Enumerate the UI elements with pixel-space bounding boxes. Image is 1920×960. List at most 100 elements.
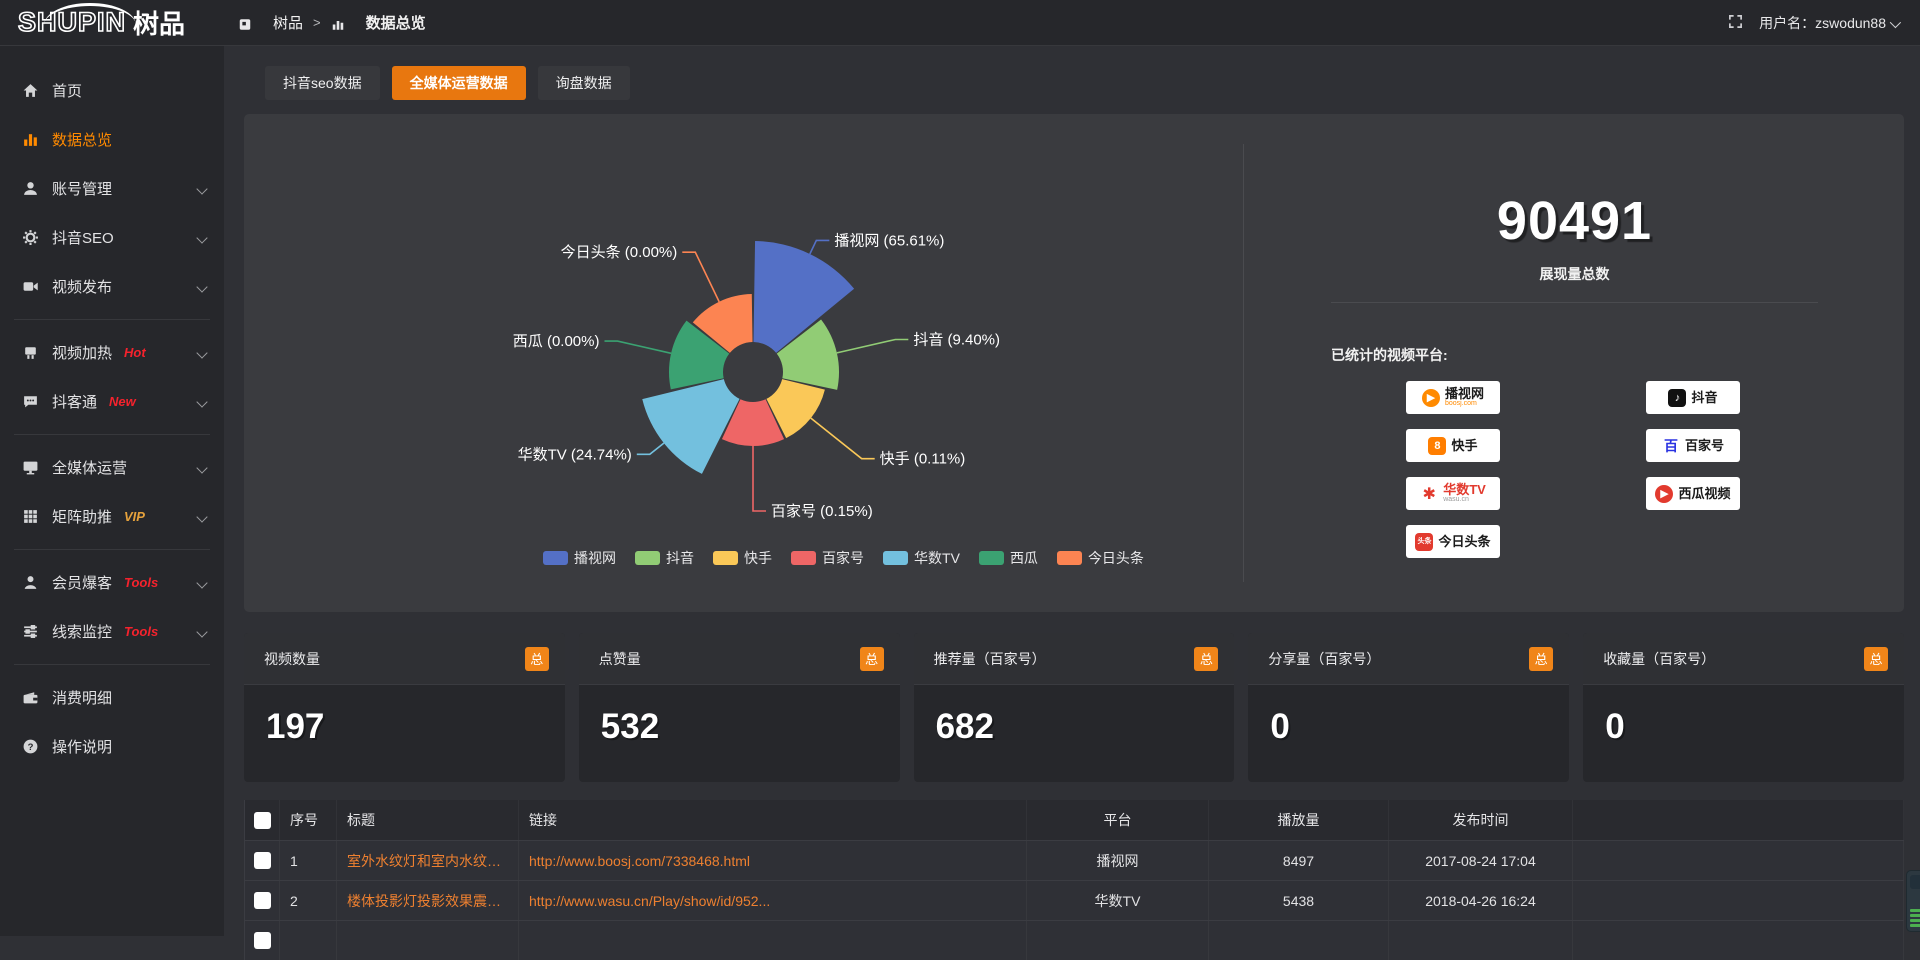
kuaishou-icon: 8 — [1428, 437, 1446, 455]
video-title-link[interactable]: 室外水纹灯和室内水纹灯的区别和简介 — [347, 851, 508, 871]
green-bar — [1910, 914, 1920, 917]
rose-chart[interactable]: 播视网 (65.61%)抖音 (9.40%)快手 (0.11%)百家号 (0.1… — [244, 114, 1243, 612]
xigua-play-icon: ▶ — [1655, 485, 1673, 503]
tab-media-operation-data[interactable]: 全媒体运营数据 — [392, 66, 526, 100]
col-index: 序号 — [280, 800, 337, 840]
col-platform: 平台 — [1027, 800, 1209, 840]
col-plays: 播放量 — [1209, 800, 1389, 840]
legend-item-1[interactable]: 播视网 — [543, 548, 616, 568]
pie-label-line — [837, 340, 908, 353]
tab-inquiry-data[interactable]: 询盘数据 — [538, 66, 630, 100]
legend-item-2[interactable]: 抖音 — [635, 548, 694, 568]
breadcrumb-separator: > — [313, 15, 321, 30]
sidebar-item-video-publish[interactable]: 视频发布 — [0, 262, 224, 311]
tab-douyin-seo-data[interactable]: 抖音seo数据 — [265, 66, 380, 100]
pie-label-line — [682, 252, 719, 302]
toutiao-icon: 头条 — [1415, 533, 1433, 551]
svg-text:?: ? — [28, 742, 34, 753]
stat-cards: 视频数量 总 197 点赞量 总 532 推荐量（百家号） 总 682 分享量（… — [244, 633, 1904, 782]
sidebar-item-account[interactable]: 账号管理 — [0, 164, 224, 213]
sidebar-item-doukeTong[interactable]: 抖客通 New — [0, 377, 224, 426]
total-impressions-label: 展现量总数 — [1331, 264, 1818, 284]
summary-divider — [1331, 302, 1818, 303]
sidebar-item-douyin-seo[interactable]: 抖音SEO — [0, 213, 224, 262]
card-value: 682 — [914, 685, 1235, 747]
chevron-down-icon — [196, 281, 207, 292]
sidebar-item-media-operation[interactable]: 全媒体运营 — [0, 443, 224, 492]
legend-label: 播视网 — [574, 548, 616, 568]
platform-name: 西瓜视频 — [1678, 487, 1730, 500]
douyin-note-icon: ♪ — [1668, 389, 1686, 407]
summary-panel: 90491 展现量总数 已统计的视频平台: ▶ 播视网 boosj.com ♪ … — [1244, 114, 1904, 612]
video-url-link[interactable]: http://www.wasu.cn/Play/show/id/952... — [529, 893, 770, 909]
pie-label-line — [753, 446, 766, 511]
chevron-down-icon — [196, 183, 207, 194]
grid-icon — [22, 508, 39, 525]
sidebar-item-label: 账号管理 — [52, 178, 112, 199]
row-checkbox[interactable] — [254, 932, 271, 949]
sidebar-item-label: 会员爆客 — [52, 572, 112, 593]
row-checkbox[interactable] — [254, 892, 271, 909]
pie-label: 抖音 (9.40%) — [913, 332, 1000, 349]
pie-label: 华数TV (24.74%) — [518, 446, 632, 463]
legend-swatch — [713, 551, 738, 565]
card-value: 0 — [1248, 685, 1569, 747]
sidebar-item-matrix-boost[interactable]: 矩阵助推 VIP — [0, 492, 224, 541]
username-menu[interactable]: 用户名：zswodun88 — [1759, 13, 1898, 33]
sidebar-item-home[interactable]: 首页 — [0, 66, 224, 115]
video-title-link[interactable]: 楼体投影灯投影效果震撼上市 — [347, 891, 508, 911]
chevron-down-icon — [196, 396, 207, 407]
platform-badges: ▶ 播视网 boosj.com ♪ 抖音 8 快手 百 百家号 — [1406, 381, 1904, 558]
table-row: 1 室外水纹灯和室内水纹灯的区别和简介 http://www.boosj.com… — [245, 840, 1904, 880]
legend-item-7[interactable]: 今日头条 — [1057, 548, 1144, 568]
total-impressions-value: 90491 — [1331, 190, 1818, 252]
select-all-checkbox[interactable] — [254, 812, 271, 829]
sidebar-item-data-overview[interactable]: 数据总览 — [0, 115, 224, 164]
sidebar-item-video-heat[interactable]: 视频加热 Hot — [0, 328, 224, 377]
stat-card-recommendations: 推荐量（百家号） 总 682 — [914, 633, 1235, 782]
legend-label: 抖音 — [666, 548, 694, 568]
sidebar-item-member-burst[interactable]: 会员爆客 Tools — [0, 558, 224, 607]
fullscreen-icon[interactable] — [1728, 14, 1743, 32]
legend-item-6[interactable]: 西瓜 — [979, 548, 1038, 568]
sidebar-divider — [14, 549, 210, 550]
legend-item-4[interactable]: 百家号 — [791, 548, 864, 568]
legend-swatch — [543, 551, 568, 565]
sidebar-item-label: 全媒体运营 — [52, 457, 127, 478]
sidebar-item-consumption[interactable]: 消费明细 — [0, 673, 224, 722]
vip-badge: VIP — [124, 509, 145, 524]
row-checkbox[interactable] — [254, 852, 271, 869]
floating-widget[interactable] — [1906, 870, 1920, 932]
video-url-link[interactable]: http://www.boosj.com/7338468.html — [529, 853, 750, 869]
cell-publish-time: 2018-04-26 16:24 — [1389, 881, 1573, 920]
data-tabs: 抖音seo数据 全媒体运营数据 询盘数据 — [265, 66, 1904, 100]
platform-sub: wasu.cn — [1443, 496, 1469, 504]
chevron-down-icon — [1890, 16, 1901, 27]
card-value: 0 — [1583, 685, 1904, 747]
platform-badge-kuaishou: 8 快手 — [1406, 429, 1500, 462]
pie-slice-5[interactable] — [642, 379, 739, 474]
col-title: 标题 — [337, 800, 519, 840]
platform-name: 抖音 — [1691, 391, 1717, 404]
sidebar-divider — [14, 319, 210, 320]
platform-badge-baijiahao: 百 百家号 — [1646, 429, 1740, 462]
sidebar-item-instructions[interactable]: ? 操作说明 — [0, 722, 224, 771]
sidebar-item-label: 首页 — [52, 80, 82, 101]
sidebar-item-label: 视频发布 — [52, 276, 112, 297]
legend-swatch — [883, 551, 908, 565]
pie-label: 快手 (0.11%) — [880, 451, 966, 468]
card-title: 视频数量 — [264, 649, 320, 669]
sidebar-divider — [14, 664, 210, 665]
legend-item-3[interactable]: 快手 — [713, 548, 772, 568]
breadcrumb-current[interactable]: 数据总览 — [366, 12, 426, 33]
cell-index: 2 — [280, 881, 337, 920]
breadcrumb-root[interactable]: 树品 — [273, 12, 303, 33]
cell-plays: 8497 — [1209, 841, 1389, 880]
sidebar-item-clue-monitor[interactable]: 线索监控 Tools — [0, 607, 224, 656]
cell-publish-time: 2017-08-24 17:04 — [1389, 841, 1573, 880]
legend-item-5[interactable]: 华数TV — [883, 548, 960, 568]
pie-label-line — [810, 240, 830, 254]
logo-text-cn: 树品 — [133, 4, 185, 41]
legend-label: 华数TV — [914, 548, 960, 568]
col-publish-time: 发布时间 — [1389, 800, 1573, 840]
